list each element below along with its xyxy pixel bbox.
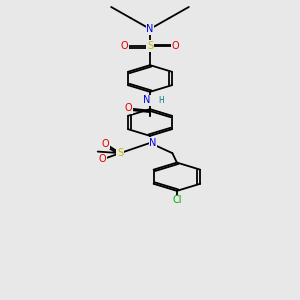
Text: H: H (158, 97, 164, 106)
Text: O: O (98, 154, 106, 164)
Text: N: N (143, 95, 151, 106)
Text: O: O (125, 103, 132, 113)
Text: O: O (172, 41, 179, 51)
Text: S: S (147, 41, 153, 51)
Text: O: O (121, 41, 128, 51)
Text: N: N (149, 138, 157, 148)
Text: Cl: Cl (172, 195, 182, 205)
Text: N: N (146, 24, 154, 34)
Text: O: O (101, 139, 109, 149)
Text: S: S (117, 148, 123, 158)
